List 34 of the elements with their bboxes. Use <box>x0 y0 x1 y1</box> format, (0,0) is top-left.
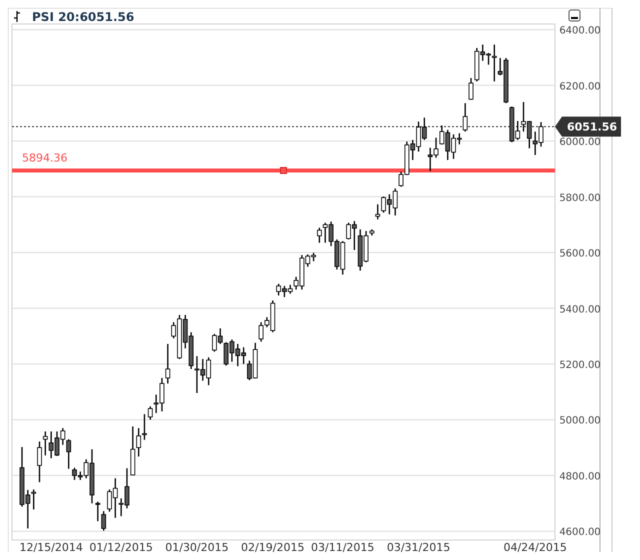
candlestick <box>375 204 380 220</box>
candlestick <box>165 343 170 384</box>
x-tick-label: 01/12/2015 <box>89 541 153 554</box>
y-tick-label: 6000.00 <box>559 137 601 148</box>
y-tick-label: 5800.00 <box>559 192 601 204</box>
candlestick <box>42 430 48 456</box>
candlestick <box>66 438 72 470</box>
chart-title: PSI 20:6051.56 <box>32 10 134 24</box>
candlestick <box>95 501 100 522</box>
candlestick <box>492 44 497 82</box>
y-tick-label: 6400.00 <box>559 26 601 37</box>
x-tick-label: 01/30/2015 <box>165 541 229 554</box>
ref-line-label: 5894.36 <box>22 151 68 164</box>
y-tick-label: 5000.00 <box>559 416 601 427</box>
y-tick-label: 4800.00 <box>559 471 601 482</box>
candlestick <box>37 440 42 483</box>
y-tick-label: 6200.00 <box>559 81 601 92</box>
candlestick <box>468 77 474 100</box>
ref-line-label: 6051.56 <box>566 120 618 134</box>
y-tick-label: 4600.00 <box>559 527 601 538</box>
candlestick <box>148 406 153 420</box>
x-tick-label: 02/19/2015 <box>241 541 304 554</box>
y-tick-label: 5400.00 <box>559 304 601 316</box>
candlestick <box>462 102 468 132</box>
x-tick-label: 03/31/2015 <box>386 541 450 554</box>
y-tick-label: 5600.00 <box>559 248 601 260</box>
x-tick-label: 12/15/2014 <box>19 541 83 554</box>
candlestick <box>317 227 322 244</box>
candlestick <box>142 414 147 440</box>
x-tick-label: 04/24/2015 <box>503 541 567 554</box>
y-tick-label: 5200.00 <box>559 360 601 371</box>
x-tick-label: 03/11/2015 <box>311 541 374 554</box>
candlestick <box>136 427 142 458</box>
candlestick <box>101 510 106 532</box>
